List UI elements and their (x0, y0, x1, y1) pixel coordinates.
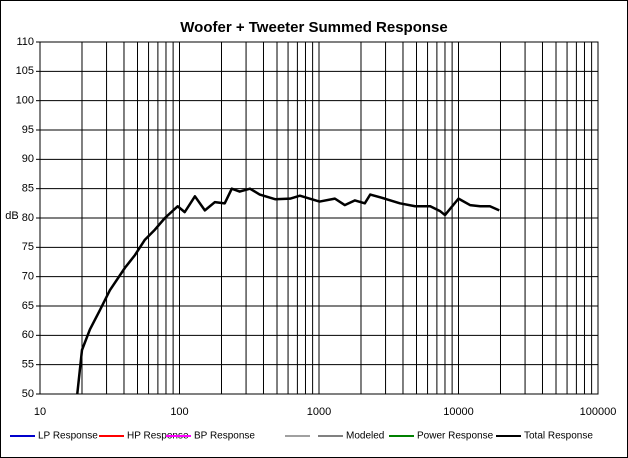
y-tick-label: 50 (22, 388, 34, 400)
y-tick-label: 80 (22, 212, 34, 224)
x-tick-label: 10 (34, 406, 46, 418)
legend-label: HP Response (127, 431, 189, 442)
chart-title: Woofer + Tweeter Summed Response (180, 19, 447, 36)
y-tick-label: 105 (16, 65, 34, 77)
x-tick-label: 100 (170, 406, 188, 418)
legend-label: BP Response (194, 431, 255, 442)
legend-label: Modeled (346, 431, 384, 442)
y-tick-label: 70 (22, 271, 34, 283)
y-tick-label: 55 (22, 359, 34, 371)
x-tick-label: 1000 (307, 406, 331, 418)
legend-label: Power Response (417, 431, 494, 442)
y-tick-label: 95 (22, 124, 34, 136)
y-tick-label: 75 (22, 241, 34, 253)
y-axis-label: dB (5, 210, 18, 222)
x-tick-label: 100000 (580, 406, 617, 418)
line-series (76, 187, 500, 395)
legend-label: LP Response (38, 431, 98, 442)
y-tick-label: 85 (22, 183, 34, 195)
y-tick-label: 65 (22, 300, 34, 312)
y-tick-label: 90 (22, 153, 34, 165)
x-tick-label: 10000 (443, 406, 474, 418)
y-tick-label: 110 (16, 36, 34, 48)
y-tick-label: 60 (22, 329, 34, 341)
legend-label: Total Response (524, 431, 593, 442)
y-tick-label: 100 (16, 95, 34, 107)
